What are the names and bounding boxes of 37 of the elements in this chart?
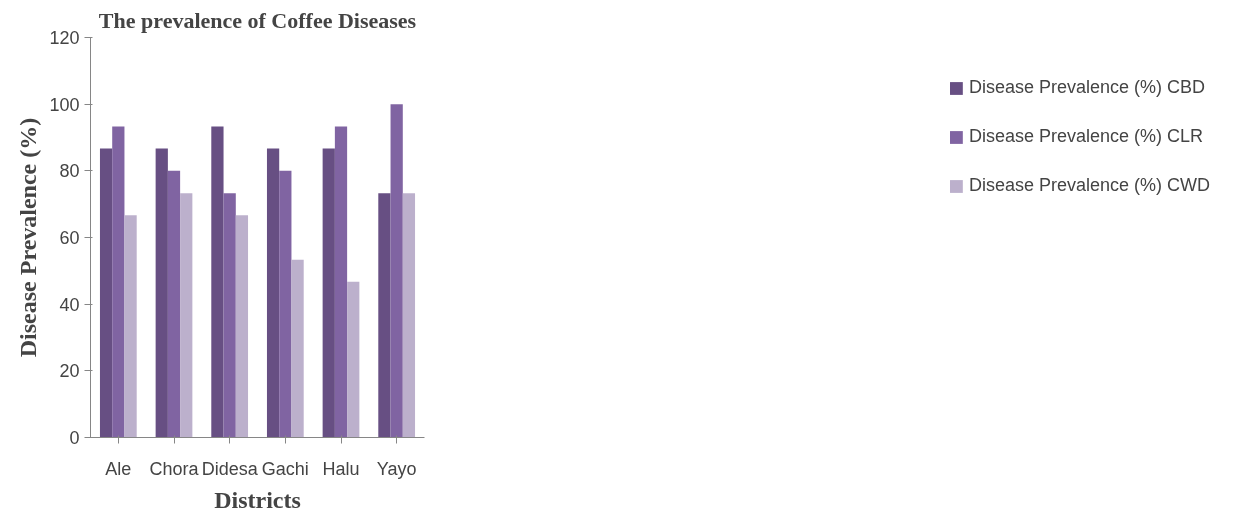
y-tick-label: 20 (59, 361, 80, 382)
bar (347, 281, 360, 438)
bar (390, 104, 403, 438)
x-axis-title: Districts (214, 486, 301, 513)
legend-label: Disease Prevalence (%) CWD (968, 175, 1210, 196)
x-tick-label: Yayo (376, 458, 417, 479)
chart-title: The prevalence of Coffee Diseases (98, 7, 417, 33)
bar (180, 193, 193, 438)
bar (279, 170, 292, 438)
y-tick-label: 60 (59, 228, 80, 248)
bar (223, 193, 236, 438)
legend-label: Disease Prevalence (%) CLR (968, 126, 1204, 147)
x-tick-label: Ale (105, 458, 132, 479)
x-tick-label: Gachi (261, 458, 309, 479)
bar (378, 193, 391, 438)
y-tick-label: 120 (49, 28, 80, 48)
bar (211, 126, 224, 438)
x-tick-label: Halu (322, 458, 360, 479)
bar (334, 126, 348, 438)
bar (322, 148, 335, 438)
bar (235, 215, 249, 438)
bar (155, 148, 168, 438)
legend-label: Disease Prevalence (%) CBD (968, 77, 1206, 98)
bar (112, 126, 125, 438)
bar (402, 193, 416, 438)
y-tick-label: 80 (59, 161, 80, 182)
x-tick-label: Didesa (201, 458, 259, 479)
bar (266, 148, 280, 438)
bar (291, 259, 304, 438)
y-tick-label: 100 (49, 94, 80, 115)
bar (167, 170, 181, 438)
y-tick-label: 0 (69, 428, 80, 448)
bar (124, 215, 137, 438)
y-tick-label: 40 (59, 294, 80, 315)
y-axis-title: Disease Prevalence (%) (15, 117, 42, 358)
bar (99, 148, 113, 438)
x-tick-label: Chora (149, 458, 200, 479)
